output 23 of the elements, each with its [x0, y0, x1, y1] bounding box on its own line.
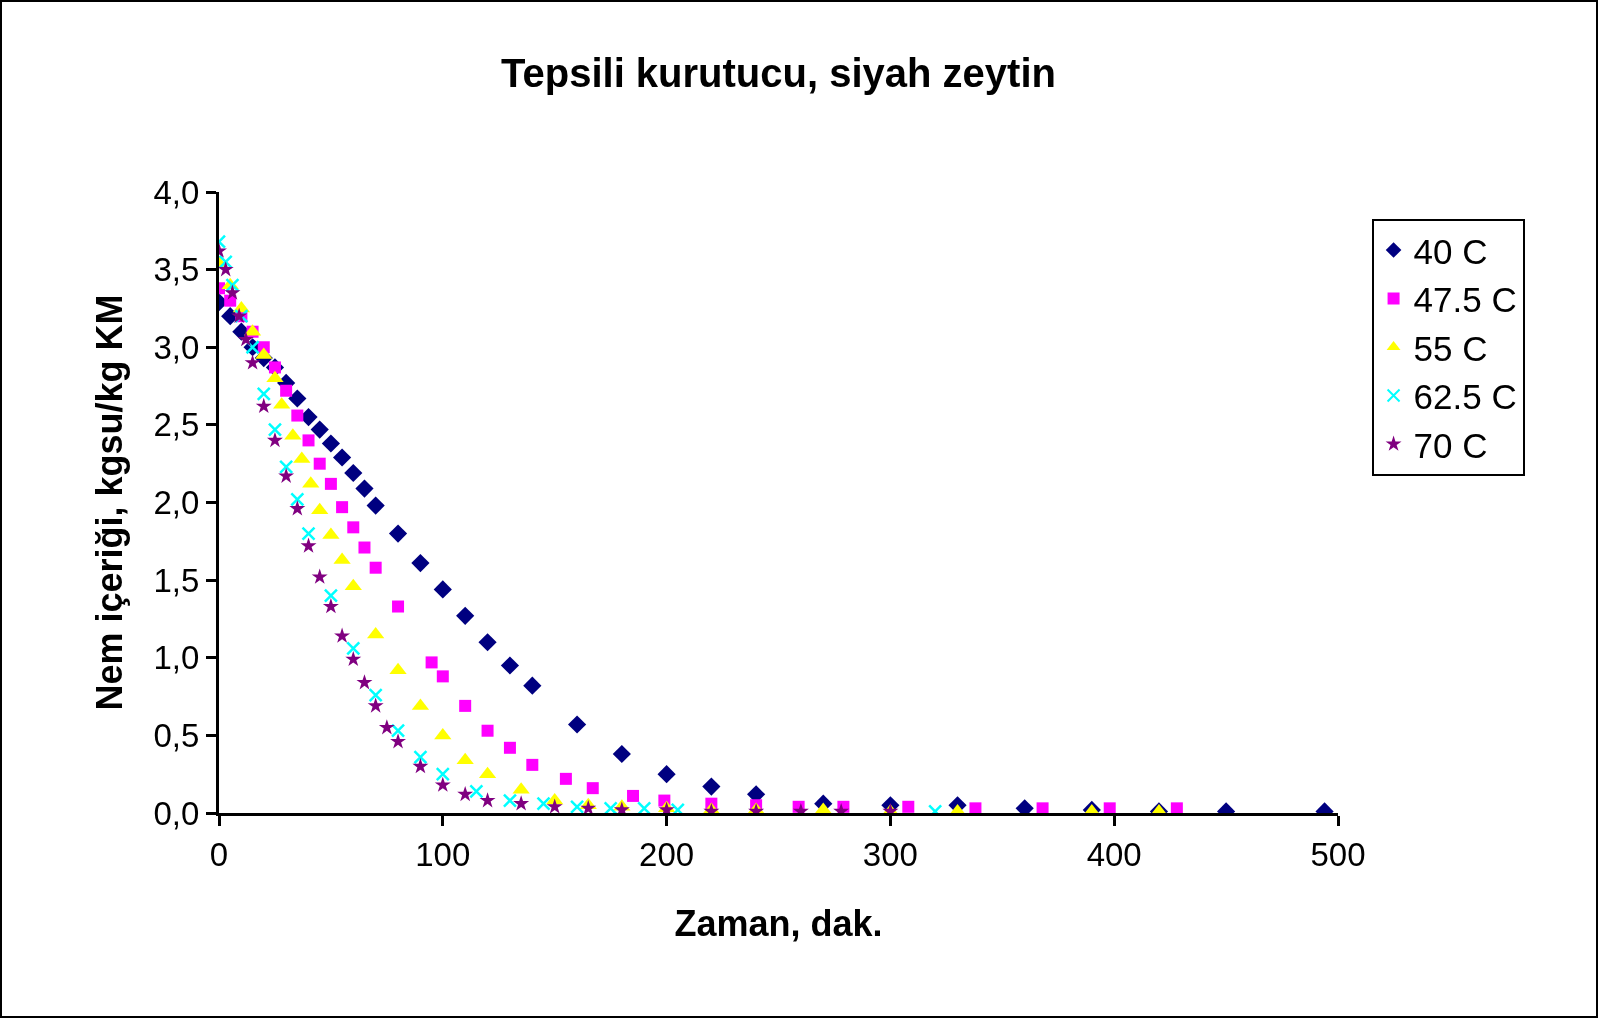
y-tick-label: 4,0 [153, 173, 200, 211]
y-tick-label: 1,0 [153, 639, 200, 677]
y-axis-title: Nem içeriği, kgsu/kg KM [89, 294, 131, 711]
y-tick-label: 1,5 [153, 561, 200, 599]
legend-label: 70 C [1413, 425, 1488, 465]
legend-label: 40 C [1413, 231, 1488, 271]
x-tick-label: 0 [209, 835, 229, 873]
y-tick-label: 3,5 [153, 251, 200, 289]
y-tick-label: 3,0 [153, 328, 200, 366]
legend-label: 62.5 C [1413, 377, 1517, 417]
x-tick-label: 500 [1310, 835, 1366, 873]
legend-label: 47.5 C [1413, 280, 1517, 320]
x-tick-label: 200 [639, 835, 695, 873]
y-tick-label: 2,0 [153, 484, 200, 522]
x-tick-label: 400 [1086, 835, 1142, 873]
chart-title: Tepsili kurutucu, siyah zeytin [501, 50, 1056, 95]
x-tick-label: 300 [862, 835, 918, 873]
x-tick-label: 100 [415, 835, 471, 873]
y-tick-label: 0,5 [153, 716, 200, 754]
legend-label: 55 C [1413, 328, 1488, 368]
x-axis-title: Zaman, dak. [674, 903, 883, 945]
y-tick-label: 0,0 [153, 794, 200, 832]
y-tick-label: 2,5 [153, 406, 200, 444]
